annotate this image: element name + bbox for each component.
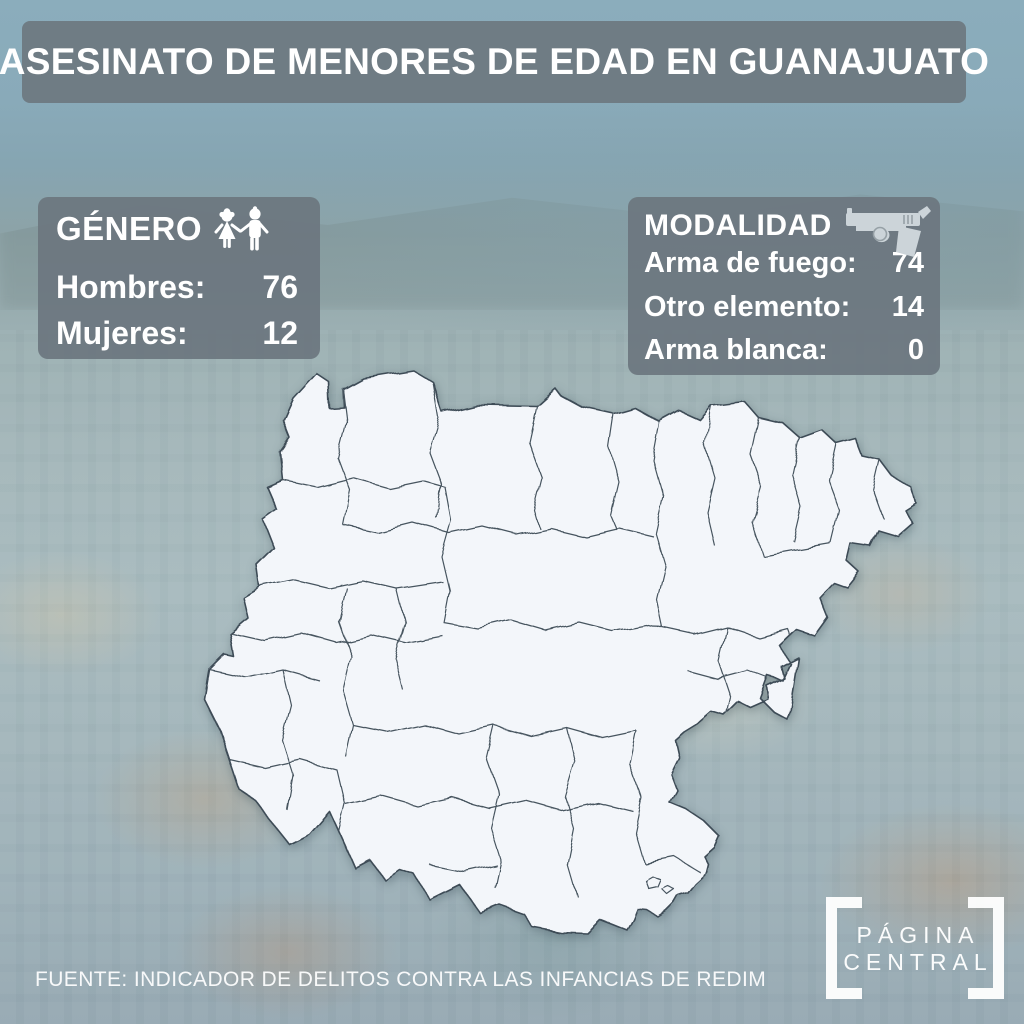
logo-right-bracket-icon [968,897,1004,999]
modality-value-blanca: 0 [907,334,924,366]
source-caption: FUENTE: INDICADOR DE DELITOS CONTRA LAS … [35,968,767,991]
modality-row-fuego: Arma de fuego: 74 [644,242,924,286]
gender-panel: GÉNERO [38,197,320,359]
modality-label-fuego: Arma de fuego: [644,247,857,279]
modality-value-otro: 14 [891,290,924,323]
modality-row-blanca: Arma blanca: 0 [644,329,924,373]
modality-label-blanca: Arma blanca: [644,334,828,366]
gender-heading: GÉNERO [56,210,203,247]
gender-row-hombres: Hombres: 76 [56,264,298,310]
pagina-central-logo: PÁGINA CENTRAL [826,897,1004,999]
children-icon [212,206,278,264]
gender-label-hombres: Hombres: [56,269,206,305]
page-title: ASESINATO DE MENORES DE EDAD EN GUANAJUA… [0,41,990,82]
title-banner: ASESINATO DE MENORES DE EDAD EN GUANAJUA… [0,21,989,103]
logo-line2: CENTRAL [843,948,993,975]
logo-text: PÁGINA CENTRAL [826,897,1004,999]
gender-row-mujeres: Mujeres: 12 [56,310,298,356]
logo-left-bracket-icon [826,897,862,999]
gender-value-mujeres: 12 [262,315,298,352]
logo-line1: PÁGINA [856,921,980,948]
gender-value-hombres: 76 [262,269,298,305]
modality-label-otro: Otro elemento: [644,290,851,323]
municipality-borders [209,381,884,897]
modality-panel: MODALIDAD Arma de fuego: 74 Otro element… [628,197,940,375]
modality-row-otro: Otro elemento: 14 [644,286,924,330]
state-outline [204,369,917,934]
guanajuato-municipalities-map [187,360,947,940]
modality-heading: MODALIDAD [644,209,832,242]
gender-label-mujeres: Mujeres: [56,315,188,352]
